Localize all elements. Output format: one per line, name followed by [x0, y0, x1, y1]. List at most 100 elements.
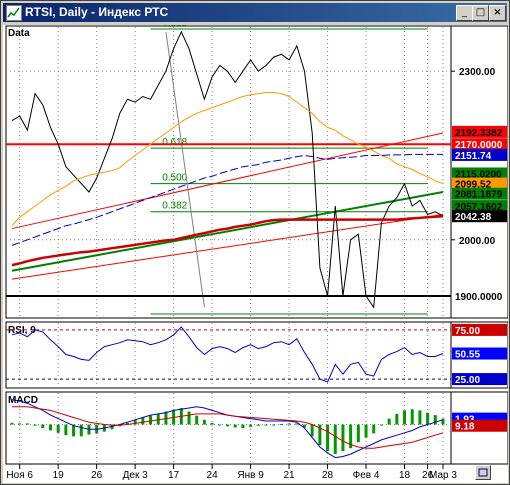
price-series-line — [11, 153, 443, 246]
y-tick-label: 2300.00 — [459, 67, 496, 78]
macd-histogram-bar — [48, 424, 52, 431]
macd-histogram-bar — [387, 418, 391, 425]
value-tag-box — [452, 138, 507, 151]
x-tick-label: Мар 3 — [429, 470, 457, 481]
macd-histogram-bar — [318, 424, 322, 446]
macd-histogram-bar — [233, 424, 237, 428]
chart-app-icon — [6, 5, 22, 21]
macd-histogram-bar — [218, 424, 222, 426]
chart-svg: Ноя 6 19 26 Дек 3 17 24 Янв 9 21 28 Фев 4 18 26Мар … — [5, 25, 508, 481]
macd-histogram-bar — [33, 424, 37, 426]
macd-histogram-bar — [326, 424, 330, 452]
fibonacci-label: 0.382 — [162, 201, 187, 212]
value-tag-box — [452, 419, 507, 432]
macd-histogram-bar — [302, 424, 306, 428]
macd-histogram-bar — [110, 424, 114, 430]
macd-histogram-bar — [10, 422, 14, 425]
macd-histogram-bar — [210, 422, 214, 425]
macd-histogram-bar — [256, 424, 260, 426]
value-tag-box — [452, 347, 507, 360]
value-tag-label: 50.55 — [455, 350, 480, 361]
value-tag-box — [452, 167, 507, 180]
price-panel-title: Data — [8, 28, 30, 39]
macd-histogram-bar — [133, 419, 137, 425]
chart-area: Ноя 6 19 26 Дек 3 17 24 Янв 9 21 28 Фев 4 18 26 Мар … — [3, 25, 508, 483]
macd-histogram-bar — [310, 424, 314, 437]
x-tick-label: Дек 3 — [123, 470, 148, 481]
macd-histogram-bar — [356, 424, 360, 443]
macd-histogram-bar — [25, 423, 29, 425]
value-tag-box — [452, 373, 507, 386]
macd-histogram-bar — [287, 423, 291, 425]
x-tick-label: 26 — [422, 470, 434, 481]
value-tag-box — [452, 177, 507, 190]
x-tick-label: 28 — [322, 470, 334, 481]
value-tag-label: 2151.74 — [455, 151, 492, 162]
macd-histogram-bar — [349, 424, 353, 449]
macd-histogram-bar — [272, 424, 276, 426]
scroll-right-button[interactable] — [475, 465, 491, 480]
macd-panel-title: MACD — [8, 395, 38, 406]
macd-histogram-bar — [149, 415, 153, 425]
macd-histogram-bar — [372, 424, 376, 434]
fibonacci-label: 0.500 — [162, 173, 187, 184]
value-tag-label: 2057.1602 — [455, 202, 503, 213]
x-tick-label: 18 — [399, 470, 411, 481]
macd-histogram-bar — [279, 423, 283, 425]
macd-histogram-bar — [18, 423, 22, 425]
value-tag-label: 2170.0000 — [455, 140, 503, 151]
trend-line — [11, 132, 444, 230]
close-button[interactable]: × — [489, 5, 506, 21]
trend-line — [165, 31, 205, 308]
macd-histogram-bar — [41, 424, 45, 429]
title-bar: RTSI, Daily - Индекс РТС _ □ × — [3, 3, 507, 22]
maximize-button[interactable]: □ — [472, 5, 489, 21]
macd-histogram-bar — [187, 411, 191, 425]
trend-line — [11, 191, 444, 272]
macd-histogram-bar — [441, 418, 445, 425]
value-tag-box — [452, 200, 507, 213]
macd-histogram-bar — [395, 413, 399, 425]
macd-histogram-bar — [72, 424, 76, 437]
macd-histogram-bar — [125, 422, 129, 425]
x-tick-label: Янв 9 — [237, 470, 264, 481]
price-series-line — [11, 92, 444, 227]
value-tag-label: 2192.3382 — [455, 128, 503, 139]
macd-histogram-bar — [341, 424, 345, 452]
macd-histogram-bar — [241, 424, 245, 429]
macd-histogram-bar — [195, 415, 199, 425]
value-tag-box — [452, 210, 507, 223]
macd-series-line — [12, 406, 444, 449]
y-tick-label: 2000.00 — [459, 236, 496, 247]
macd-histogram-bar — [141, 417, 145, 425]
value-tag-label: 1900.0000 — [455, 292, 503, 303]
macd-histogram-bar — [379, 424, 383, 426]
value-tag-label: 2099.52 — [455, 180, 492, 191]
macd-histogram-bar — [403, 410, 407, 425]
macd-histogram-bar — [433, 415, 437, 425]
macd-histogram-bar — [418, 410, 422, 425]
rsi-series-line — [11, 326, 444, 383]
macd-histogram-bar — [333, 424, 337, 455]
x-tick-label: 21 — [284, 470, 296, 481]
value-tag-box — [452, 290, 507, 303]
macd-histogram-bar — [295, 423, 299, 425]
macd-histogram-bar — [79, 424, 83, 437]
value-tag-label: 75.00 — [455, 326, 480, 337]
macd-histogram-bar — [202, 419, 206, 425]
value-tag-label: 2042.38 — [455, 212, 492, 223]
macd-histogram-bar — [364, 424, 368, 438]
x-tick-label: Фев 4 — [353, 470, 380, 481]
macd-histogram-bar — [226, 424, 229, 427]
fibonacci-label: 1.000 — [162, 25, 187, 29]
value-tag-label: 2115.0200 — [455, 169, 502, 180]
fibonacci-label: 0.618 — [162, 137, 187, 148]
x-tick-label: Ноя 6 — [6, 470, 33, 481]
macd-histogram-bar — [164, 411, 168, 425]
x-tick-label: 17 — [168, 470, 180, 481]
macd-histogram-bar — [410, 409, 414, 425]
value-tag-label: 25.00 — [455, 375, 480, 386]
value-tag-label: 9.18 — [455, 422, 475, 433]
minimize-button[interactable]: _ — [456, 5, 473, 21]
